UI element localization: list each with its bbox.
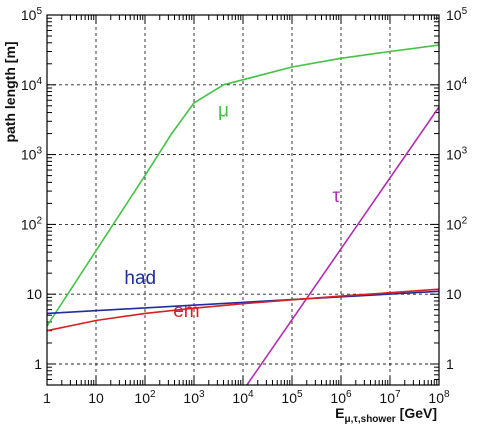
- y-tick-label-right: 1: [446, 356, 454, 372]
- x-tick-label: 102: [134, 389, 156, 406]
- tick-labels: 1 10 102 103 104 105 106 107 108 1 1 10 10 102 102 103 1…: [21, 6, 468, 406]
- x-tick-label: 108: [428, 389, 450, 406]
- y-tick-label-right: 104: [446, 76, 468, 93]
- series-line-tau: [246, 106, 440, 386]
- y-tick-label-left: 1: [34, 356, 42, 372]
- series-label-had: had: [124, 268, 156, 289]
- x-tick-label: 1: [43, 390, 51, 406]
- x-tick-label: 104: [232, 389, 254, 406]
- series-line-em: [46, 288, 440, 332]
- x-tick-label: 106: [330, 389, 352, 406]
- y-tick-label-right: 103: [446, 146, 468, 163]
- y-tick-label-left: 10: [26, 286, 42, 302]
- series-label-tau: τ: [332, 186, 340, 207]
- y-tick-label-right: 102: [446, 215, 468, 232]
- series-curves: [46, 44, 440, 386]
- grid: [47, 15, 439, 385]
- series-line-had: [46, 290, 440, 315]
- y-axis-title: path length [m]: [2, 41, 18, 142]
- x-axis-title-unit: [GeV]: [400, 405, 437, 421]
- plot-frame: [46, 14, 440, 386]
- x-axis-title: Eμ,τ,shower [GeV]: [335, 405, 437, 425]
- y-tick-label-right: 105: [446, 6, 468, 23]
- y-tick-label-left: 105: [21, 6, 43, 23]
- x-tick-label: 107: [379, 389, 401, 406]
- series-label-muon: μ: [218, 101, 229, 122]
- x-axis-title-main: E: [335, 405, 344, 421]
- y-tick-label-left: 104: [21, 76, 43, 93]
- x-axis-title-subscript: μ,τ,shower: [345, 414, 396, 425]
- x-tick-label: 10: [88, 390, 104, 406]
- x-tick-label: 103: [183, 389, 205, 406]
- series-label-em: em: [173, 301, 199, 322]
- x-tick-label: 105: [281, 389, 303, 406]
- y-tick-label-right: 10: [446, 286, 462, 302]
- y-tick-label-left: 103: [21, 146, 43, 163]
- series-line-muon: [46, 44, 440, 327]
- y-tick-label-left: 102: [21, 215, 43, 232]
